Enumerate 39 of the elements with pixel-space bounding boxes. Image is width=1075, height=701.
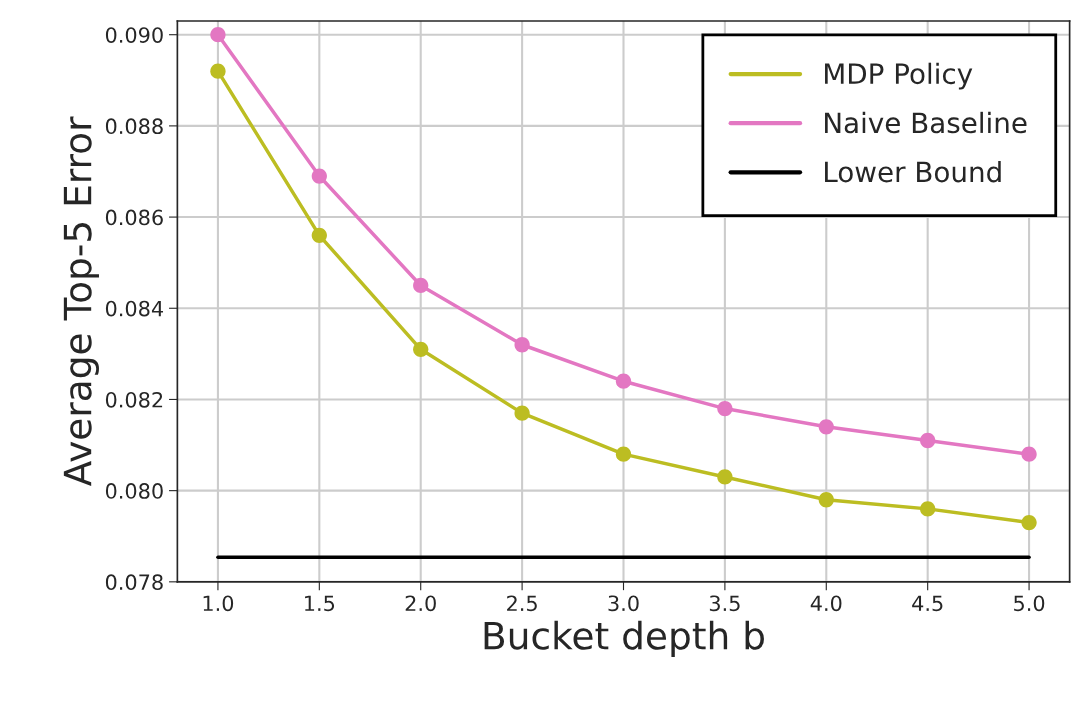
y-tick-label: 0.086 (105, 209, 163, 226)
y-tick-label: 0.078 (105, 574, 163, 591)
x-tick-label: 5.0 (1014, 595, 1045, 612)
legend-label: Naive Baseline (825, 111, 1027, 134)
y-axis-title: Average Top-5 Error (63, 116, 99, 487)
point (920, 432, 936, 449)
point (311, 227, 327, 243)
point (615, 373, 632, 389)
point (514, 337, 530, 353)
point (1021, 446, 1037, 462)
x-tick-label: 4.5 (912, 595, 943, 612)
point (717, 400, 733, 417)
point (615, 446, 632, 462)
point (717, 469, 733, 485)
x-tick-label: 4.0 (810, 595, 842, 612)
point (311, 168, 327, 184)
point (1021, 514, 1037, 531)
legend-label: Lower Bound (825, 160, 1001, 183)
legend-label: MDP Policy (825, 62, 973, 90)
point (514, 405, 530, 421)
point (818, 419, 834, 435)
y-tick-label: 0.090 (105, 27, 163, 43)
point (413, 277, 429, 294)
x-tick-label: 1.0 (203, 595, 234, 612)
y-tick-label: 0.088 (105, 118, 163, 135)
point (413, 341, 429, 357)
x-tick-label: 2.5 (507, 595, 537, 612)
x-tick-label: 3.5 (709, 595, 740, 612)
x-tick-label: 3.0 (608, 595, 639, 612)
x-tick-label: 2.0 (405, 595, 436, 612)
y-tick-label: 0.080 (105, 483, 163, 499)
point (210, 27, 226, 43)
x-axis-title: Bucket depth b (484, 620, 764, 658)
point (818, 492, 834, 508)
y-tick-label: 0.084 (105, 300, 164, 317)
point (210, 63, 226, 79)
y-tick-label: 0.082 (105, 391, 163, 408)
x-tick-label: 1.5 (305, 595, 335, 612)
point (920, 501, 936, 517)
